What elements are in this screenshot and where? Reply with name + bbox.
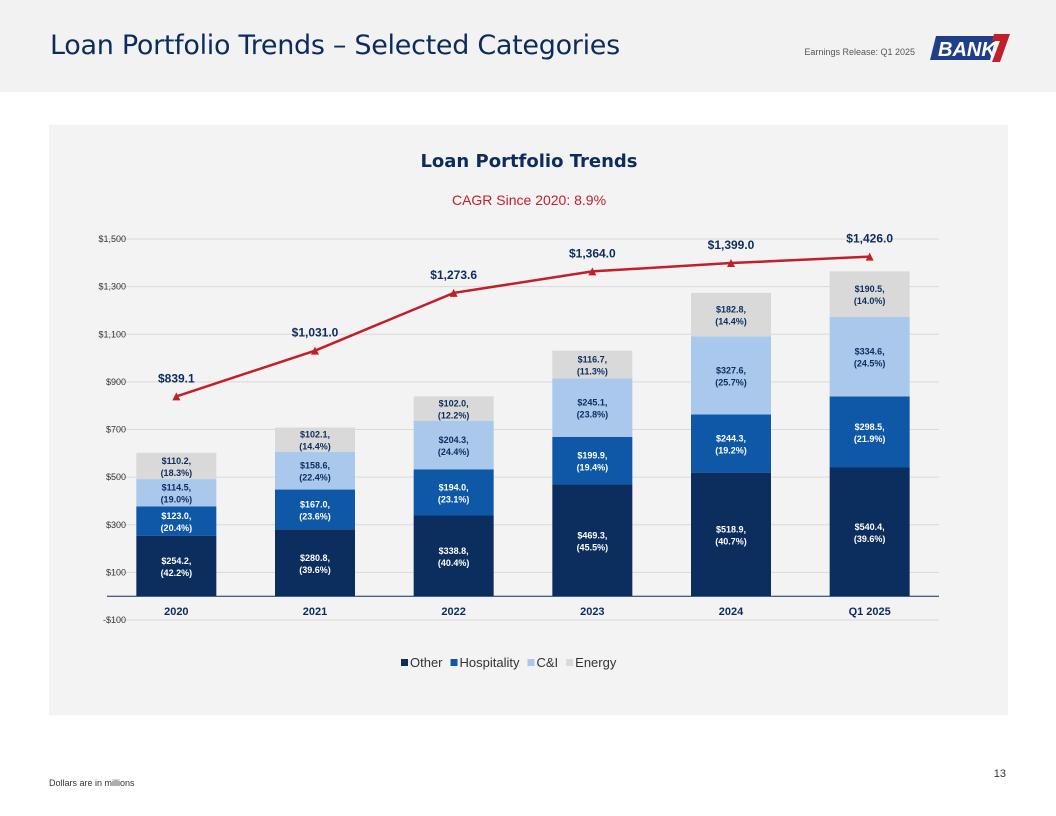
- total-label: $1,273.6: [430, 268, 477, 282]
- bank7-logo: BANK: [930, 34, 1010, 62]
- svg-text:BANK: BANK: [938, 39, 997, 61]
- bar-segment-ci: [413, 420, 494, 470]
- total-label: $839.1: [158, 371, 195, 385]
- bar-segment-hospitality: [691, 414, 771, 473]
- total-label: $1,426.0: [846, 232, 893, 246]
- data-label: $194.0, (23.1%): [438, 482, 470, 504]
- data-label: $469.3, (45.5%): [577, 530, 609, 552]
- chart-subtitle: CAGR Since 2020: 8.9%: [452, 192, 606, 208]
- data-label: $110.2, (18.3%): [161, 456, 193, 478]
- data-label: $338.8, (40.4%): [438, 546, 470, 568]
- bar-segment-other: [552, 484, 633, 597]
- chart-title: Loan Portfolio Trends: [420, 151, 637, 172]
- bar-segment-other: [136, 535, 217, 597]
- data-label: $182.8, (14.4%): [715, 305, 747, 327]
- bar-segment-ci: [275, 451, 355, 490]
- bar-segment-hospitality: [413, 469, 494, 516]
- bar-segment-other: [829, 467, 910, 597]
- trend-marker: [865, 252, 874, 261]
- x-tick-label: 2023: [580, 606, 604, 618]
- bar-segment-other: [413, 515, 494, 597]
- x-tick-label: 2021: [303, 606, 327, 618]
- bar-segment-energy: [275, 427, 355, 452]
- x-tick-label: Q1 2025: [849, 606, 891, 618]
- page-title: Loan Portfolio Trends – Selected Categor…: [50, 30, 620, 61]
- legend-swatch: [527, 659, 535, 666]
- bar-segment-hospitality: [136, 506, 217, 536]
- data-label: $540.4, (39.6%): [854, 522, 886, 544]
- page-number: 13: [993, 768, 1006, 780]
- y-tick-label: $1,300: [98, 282, 126, 292]
- data-label: $102.0, (12.2%): [438, 399, 470, 421]
- data-label: $123.0, (20.4%): [161, 511, 193, 533]
- y-tick-label: $700: [106, 425, 126, 435]
- chart-panel: Loan Portfolio Trends CAGR Since 2020: 8.…: [49, 125, 1008, 715]
- bar-segment-ci: [691, 336, 771, 415]
- x-tick-label: 2024: [719, 606, 744, 618]
- trend-marker: [172, 392, 181, 401]
- trend-marker: [588, 267, 597, 276]
- data-label: $245.1, (23.8%): [577, 398, 609, 420]
- loan-portfolio-chart: Loan Portfolio Trends CAGR Since 2020: 8.…: [98, 151, 939, 670]
- data-label: $167.0, (23.6%): [299, 499, 331, 521]
- bar-segment-hospitality: [275, 489, 355, 530]
- data-label: $190.5, (14.0%): [854, 284, 886, 306]
- bar-segment-energy: [136, 452, 217, 480]
- bar-segment-energy: [552, 350, 633, 379]
- y-tick-label: $1,100: [98, 329, 126, 339]
- bar-segment-energy: [829, 271, 910, 317]
- data-label: $116.7, (11.3%): [577, 355, 608, 377]
- data-label: $518.9, (40.7%): [715, 524, 747, 546]
- x-tick-label: 2022: [441, 606, 465, 618]
- x-tick-label: 2020: [164, 606, 188, 618]
- y-tick-label: $100: [106, 567, 126, 577]
- header-band: [0, 0, 1056, 92]
- bar-segment-other: [691, 472, 771, 597]
- bar-segment-energy: [691, 292, 771, 337]
- earnings-release-label: Earnings Release: Q1 2025: [804, 47, 915, 57]
- total-label: $1,364.0: [569, 246, 616, 260]
- bar-segment-hospitality: [552, 436, 633, 485]
- legend-item: C&I: [536, 655, 558, 670]
- legend-item: Other: [410, 655, 443, 670]
- total-trend-line: [175, 255, 870, 398]
- data-label: $334.6, (24.5%): [854, 347, 886, 369]
- data-label: $254.2, (42.2%): [161, 556, 193, 578]
- total-label: $1,031.0: [292, 326, 339, 340]
- trend-marker: [449, 288, 458, 297]
- data-label: $298.5, (21.9%): [854, 422, 886, 444]
- legend-swatch: [566, 659, 574, 666]
- data-label: $244.3, (19.2%): [715, 434, 747, 456]
- trend-marker: [727, 259, 735, 268]
- total-label: $1,399.0: [708, 238, 755, 252]
- bar-segment-other: [275, 529, 355, 597]
- bar-segment-hospitality: [829, 396, 910, 468]
- bar-segment-energy: [413, 396, 494, 421]
- y-tick-label: $300: [106, 520, 126, 530]
- bar-segment-ci: [552, 378, 633, 437]
- y-tick-label: $1,500: [98, 234, 126, 244]
- data-label: $102.1, (14.4%): [299, 430, 331, 452]
- data-label: $158.6, (22.4%): [299, 461, 331, 483]
- bar-segment-ci: [136, 479, 217, 507]
- legend-item: Energy: [575, 655, 617, 670]
- data-label: $280.8, (39.6%): [299, 553, 331, 575]
- legend-item: Hospitality: [460, 655, 520, 670]
- y-tick-label: -$100: [103, 615, 126, 625]
- legend-swatch: [450, 659, 458, 666]
- footnote: Dollars are in millions: [49, 778, 135, 788]
- trend-marker: [311, 346, 319, 355]
- bar-segment-ci: [829, 316, 910, 397]
- data-label: $114.5, (19.0%): [161, 483, 193, 505]
- data-label: $204.3, (24.4%): [438, 435, 470, 457]
- data-label: $327.6, (25.7%): [715, 365, 747, 387]
- data-label: $199.9, (19.4%): [577, 451, 609, 473]
- y-tick-label: $900: [106, 377, 126, 387]
- legend-swatch: [401, 659, 408, 666]
- y-tick-label: $500: [106, 472, 126, 482]
